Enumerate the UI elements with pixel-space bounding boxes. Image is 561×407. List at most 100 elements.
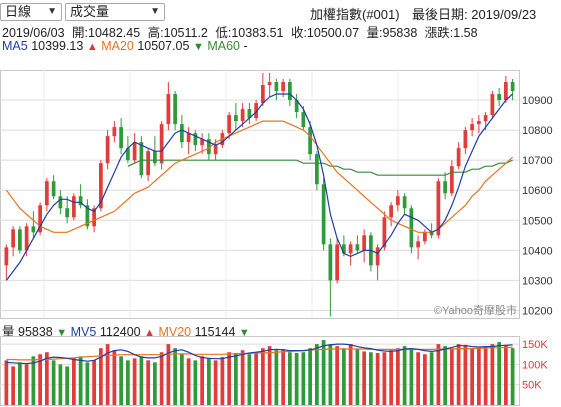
volume-pane-frame (0, 336, 520, 406)
volume-bar (92, 360, 96, 405)
candle-body (227, 115, 231, 134)
candle-body (429, 232, 434, 236)
volume-bar (139, 356, 144, 405)
volume-bar (308, 348, 312, 405)
candle-body (456, 148, 461, 167)
volume-bar (119, 356, 123, 405)
candle-body (362, 235, 366, 251)
volume-bar (159, 352, 164, 405)
volume-bar (132, 358, 137, 405)
candle-body (294, 100, 299, 113)
mv20-line (6, 346, 513, 361)
watermark: ©Yahoo奇摩股市 (434, 303, 517, 317)
period-select[interactable]: 日線 ▼ (0, 3, 62, 21)
last-date: 最後日期: 2019/09/23 (412, 7, 537, 22)
candle-body (4, 247, 9, 266)
indicator-select[interactable]: 成交量 ▼ (65, 3, 165, 21)
volume-bar (328, 344, 333, 405)
candle-body (146, 151, 150, 176)
volume-bar (254, 352, 258, 405)
volume-bar (65, 366, 69, 405)
candle-body (409, 208, 414, 248)
candle-body (416, 241, 420, 248)
volume-bar (240, 350, 245, 405)
ma60-line (127, 159, 513, 176)
ma60-value: - (243, 39, 248, 53)
candle-body (247, 109, 252, 119)
candle-body (261, 85, 265, 104)
volume-bar (281, 348, 285, 405)
candle-body (423, 232, 427, 242)
mv20-label: MV20 (158, 325, 192, 339)
volume-bar (463, 344, 468, 405)
volume-bar (342, 348, 346, 405)
ma-legend: MA5 10399.13 ▲ MA20 10507.05 ▼ MA60 - (2, 39, 248, 53)
candle-body (463, 130, 468, 149)
candle-body (58, 196, 63, 209)
candle-body (85, 205, 90, 227)
volume-bar (375, 353, 380, 405)
volume-bar (78, 356, 83, 405)
candle-body (342, 244, 346, 254)
volume-bar (45, 352, 49, 405)
candle-body (328, 244, 333, 281)
candle-body (45, 181, 49, 206)
mv5-up-icon: ▲ (144, 327, 155, 339)
volume-bar (146, 360, 150, 405)
volume-bar (389, 350, 393, 405)
volume-bar (4, 360, 9, 405)
candle-body (18, 229, 22, 251)
volume-bar (18, 362, 22, 405)
candle-body (497, 94, 501, 101)
candle-body (436, 181, 441, 236)
volume-bar (220, 357, 225, 405)
candle-body (166, 94, 171, 125)
ma60-label: MA60 (207, 39, 240, 53)
volume-bar (416, 352, 420, 405)
candle-body (186, 133, 191, 143)
candle-body (315, 154, 319, 185)
candle-body (281, 82, 285, 92)
volume-bar (423, 354, 427, 405)
candle-body (443, 181, 447, 194)
candle-body (213, 145, 218, 155)
candle-body (274, 82, 279, 92)
candle-body (308, 127, 312, 155)
volume-bar (105, 344, 110, 405)
volume-bar (301, 352, 306, 405)
volume-bar (173, 348, 177, 405)
ma20-line (5, 120, 514, 233)
mv5-line (6, 343, 513, 365)
volume-bar (24, 364, 29, 405)
volume-bar (504, 344, 508, 405)
volume-bar (510, 348, 515, 405)
candle-body (11, 229, 15, 248)
candle-body (132, 142, 137, 161)
price-tick-label: 10300 (522, 275, 553, 287)
candle-body (396, 196, 400, 206)
candle-body (173, 94, 177, 125)
candle-body (490, 94, 495, 116)
candle-body (288, 82, 292, 101)
volume-bar (382, 352, 387, 405)
volume-bar (267, 346, 272, 405)
candle-body (119, 127, 123, 149)
volume-bar (456, 344, 461, 405)
volume-bar (234, 353, 238, 405)
volume-bar (38, 354, 42, 405)
vol-down-icon: ▼ (56, 327, 68, 339)
chevron-down-icon: ▼ (150, 6, 160, 17)
volume-bar (227, 352, 231, 405)
volume-bar (193, 360, 198, 405)
info-close: 收:10500.07 (290, 26, 360, 40)
info-open: 開:10482.45 (72, 26, 141, 40)
chevron-down-icon: ▼ (47, 6, 57, 17)
volume-tick-label: 50K (522, 380, 542, 392)
volume-bar (450, 348, 454, 405)
vol-value: 95838 (18, 325, 53, 339)
period-select-value: 日線 (5, 4, 32, 19)
volume-bar (436, 344, 441, 405)
candle-body (92, 208, 96, 227)
price-tick-label: 10400 (522, 245, 553, 257)
